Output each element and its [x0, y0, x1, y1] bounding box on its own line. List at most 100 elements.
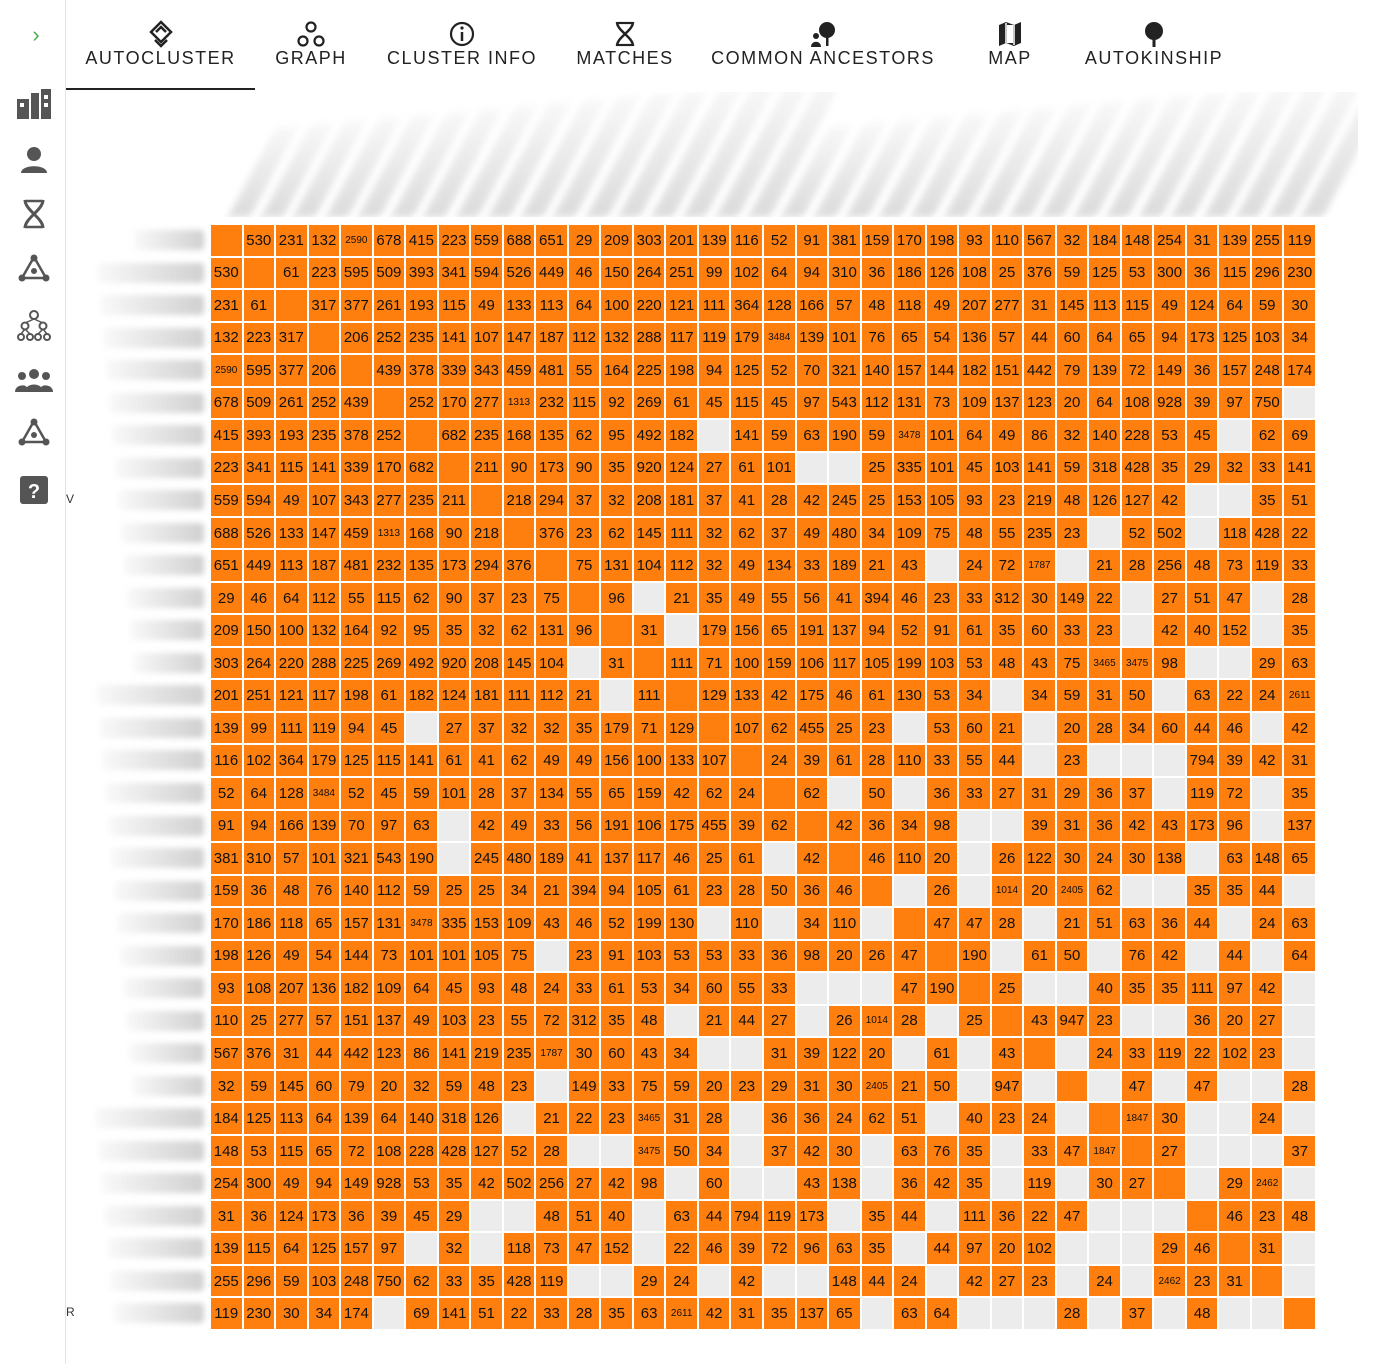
matrix-cell[interactable]: 64 [567, 289, 601, 322]
matrix-cell[interactable]: 193 [275, 419, 308, 452]
matrix-cell[interactable] [1120, 1134, 1154, 1168]
matrix-cell[interactable]: 46 [665, 842, 698, 875]
matrix-cell[interactable]: 119 [535, 1264, 568, 1298]
matrix-cell[interactable]: 40 [958, 1102, 991, 1135]
matrix-cell[interactable]: 40 [1088, 972, 1121, 1005]
matrix-cell[interactable]: 1014 [860, 1004, 894, 1038]
matrix-cell[interactable]: 52 [893, 614, 926, 647]
matrix-cell[interactable]: 46 [828, 679, 861, 712]
matrix-cell[interactable] [535, 549, 568, 582]
matrix-cell[interactable]: 62 [1250, 419, 1284, 452]
matrix-cell[interactable] [893, 711, 926, 745]
matrix-cell[interactable] [1055, 1037, 1089, 1070]
matrix-cell[interactable]: 126 [1088, 484, 1121, 517]
matrix-cell[interactable]: 21 [990, 711, 1024, 745]
matrix-cell[interactable]: 1847 [1120, 1102, 1154, 1135]
matrix-cell[interactable]: 23 [860, 711, 894, 745]
matrix-cell[interactable]: 105 [632, 874, 666, 908]
matrix-cell[interactable] [958, 1069, 991, 1103]
matrix-cell[interactable] [860, 1134, 894, 1168]
matrix-cell[interactable]: 116 [730, 224, 763, 257]
matrix-cell[interactable]: 55 [567, 354, 601, 387]
matrix-cell[interactable]: 26 [925, 874, 959, 908]
matrix-cell[interactable]: 112 [307, 581, 341, 615]
matrix-cell[interactable]: 75 [1055, 646, 1089, 680]
matrix-cell[interactable]: 288 [632, 321, 666, 355]
matrix-cell[interactable]: 130 [665, 907, 698, 940]
matrix-cell[interactable]: 65 [600, 777, 633, 810]
matrix-cell[interactable] [1120, 1264, 1154, 1298]
matrix-cell[interactable]: 277 [275, 1004, 308, 1038]
matrix-cell[interactable]: 335 [893, 451, 926, 485]
matrix-cell[interactable]: 60 [697, 972, 731, 1005]
matrix-cell[interactable]: 115 [275, 451, 308, 485]
matrix-cell[interactable]: 148 [828, 1264, 861, 1298]
tree-icon[interactable] [14, 306, 54, 346]
matrix-cell[interactable] [1185, 1102, 1219, 1135]
matrix-cell[interactable]: 228 [405, 1134, 438, 1168]
matrix-cell[interactable]: 1313 [372, 516, 406, 550]
matrix-cell[interactable]: 25 [860, 451, 894, 485]
matrix-cell[interactable]: 72 [535, 1004, 568, 1038]
matrix-cell[interactable]: 41 [567, 842, 601, 875]
matrix-cell[interactable]: 27 [763, 1004, 796, 1038]
matrix-cell[interactable]: 98 [795, 939, 829, 973]
matrix-cell[interactable]: 62 [763, 809, 796, 843]
matrix-cell[interactable]: 28 [1283, 581, 1316, 615]
matrix-cell[interactable]: 61 [730, 451, 763, 485]
matrix-cell[interactable]: 139 [1218, 224, 1251, 257]
matrix-cell[interactable] [632, 581, 666, 615]
matrix-cell[interactable]: 140 [1088, 419, 1121, 452]
matrix-cell[interactable]: 125 [1218, 321, 1251, 355]
matrix-cell[interactable]: 49 [795, 516, 829, 550]
matrix-cell[interactable]: 48 [1283, 1199, 1316, 1233]
matrix-cell[interactable]: 48 [275, 874, 308, 908]
matrix-cell[interactable] [958, 842, 991, 875]
matrix-cell[interactable]: 57 [828, 289, 861, 322]
matrix-cell[interactable]: 21 [535, 874, 568, 908]
matrix-cell[interactable]: 57 [990, 321, 1024, 355]
matrix-cell[interactable]: 111 [275, 711, 308, 745]
matrix-cell[interactable]: 111 [697, 289, 731, 322]
matrix-cell[interactable] [925, 1264, 959, 1298]
matrix-cell[interactable]: 34 [502, 874, 536, 908]
matrix-cell[interactable]: 3475 [632, 1134, 666, 1168]
matrix-cell[interactable]: 62 [405, 1264, 438, 1298]
matrix-cell[interactable]: 567 [210, 1037, 243, 1070]
matrix-cell[interactable]: 140 [405, 1102, 438, 1135]
matrix-cell[interactable]: 63 [1185, 679, 1219, 712]
matrix-cell[interactable]: 55 [567, 777, 601, 810]
matrix-cell[interactable]: 52 [763, 354, 796, 387]
matrix-cell[interactable]: 45 [697, 386, 731, 420]
matrix-cell[interactable]: 190 [925, 972, 959, 1005]
matrix-cell[interactable]: 46 [697, 1232, 731, 1265]
matrix-cell[interactable]: 65 [307, 1134, 341, 1168]
matrix-cell[interactable]: 20 [925, 842, 959, 875]
matrix-cell[interactable]: 97 [795, 386, 829, 420]
matrix-cell[interactable]: 25 [437, 874, 471, 908]
matrix-cell[interactable]: 252 [372, 321, 406, 355]
matrix-cell[interactable] [372, 386, 406, 420]
matrix-cell[interactable] [437, 842, 471, 875]
matrix-cell[interactable]: 928 [1153, 386, 1186, 420]
chevron-right-icon[interactable]: › [32, 22, 40, 47]
matrix-cell[interactable]: 117 [307, 679, 341, 712]
matrix-cell[interactable]: 179 [730, 321, 763, 355]
matrix-cell[interactable] [763, 777, 796, 810]
matrix-cell[interactable]: 530 [210, 256, 243, 290]
matrix-cell[interactable] [697, 1264, 731, 1298]
matrix-cell[interactable] [1283, 1232, 1316, 1265]
matrix-cell[interactable] [437, 809, 471, 843]
matrix-cell[interactable]: 107 [307, 484, 341, 517]
matrix-cell[interactable] [828, 972, 861, 1005]
matrix-cell[interactable]: 157 [340, 1232, 373, 1265]
matrix-cell[interactable]: 79 [1055, 354, 1089, 387]
matrix-cell[interactable] [1120, 744, 1154, 777]
matrix-cell[interactable]: 93 [958, 484, 991, 517]
matrix-cell[interactable]: 119 [1283, 224, 1316, 257]
matrix-cell[interactable]: 119 [1250, 549, 1284, 582]
matrix-cell[interactable]: 137 [828, 614, 861, 647]
matrix-cell[interactable] [1218, 1069, 1251, 1103]
matrix-cell[interactable]: 51 [1185, 581, 1219, 615]
matrix-cell[interactable]: 1014 [990, 874, 1024, 908]
